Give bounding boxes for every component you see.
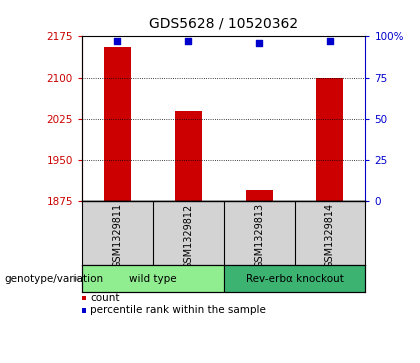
Bar [317,78,344,201]
Bar [82,265,224,292]
Text: GDS5628 / 10520362: GDS5628 / 10520362 [149,16,298,30]
Point [114,38,121,44]
Point [185,38,192,44]
Bar [246,191,273,201]
Bar [175,111,202,201]
Text: GSM1329811: GSM1329811 [112,203,122,269]
Text: GSM1329814: GSM1329814 [325,203,335,269]
Text: genotype/variation: genotype/variation [4,274,103,284]
Text: percentile rank within the sample: percentile rank within the sample [90,305,266,315]
Point [256,40,262,46]
Point [327,38,333,44]
Text: GSM1329812: GSM1329812 [183,203,193,269]
Text: Rev-erbα knockout: Rev-erbα knockout [246,274,344,284]
Text: wild type: wild type [129,274,176,284]
Bar [104,47,131,201]
Text: count: count [90,293,120,303]
Text: GSM1329813: GSM1329813 [254,203,264,269]
Bar [224,265,365,292]
